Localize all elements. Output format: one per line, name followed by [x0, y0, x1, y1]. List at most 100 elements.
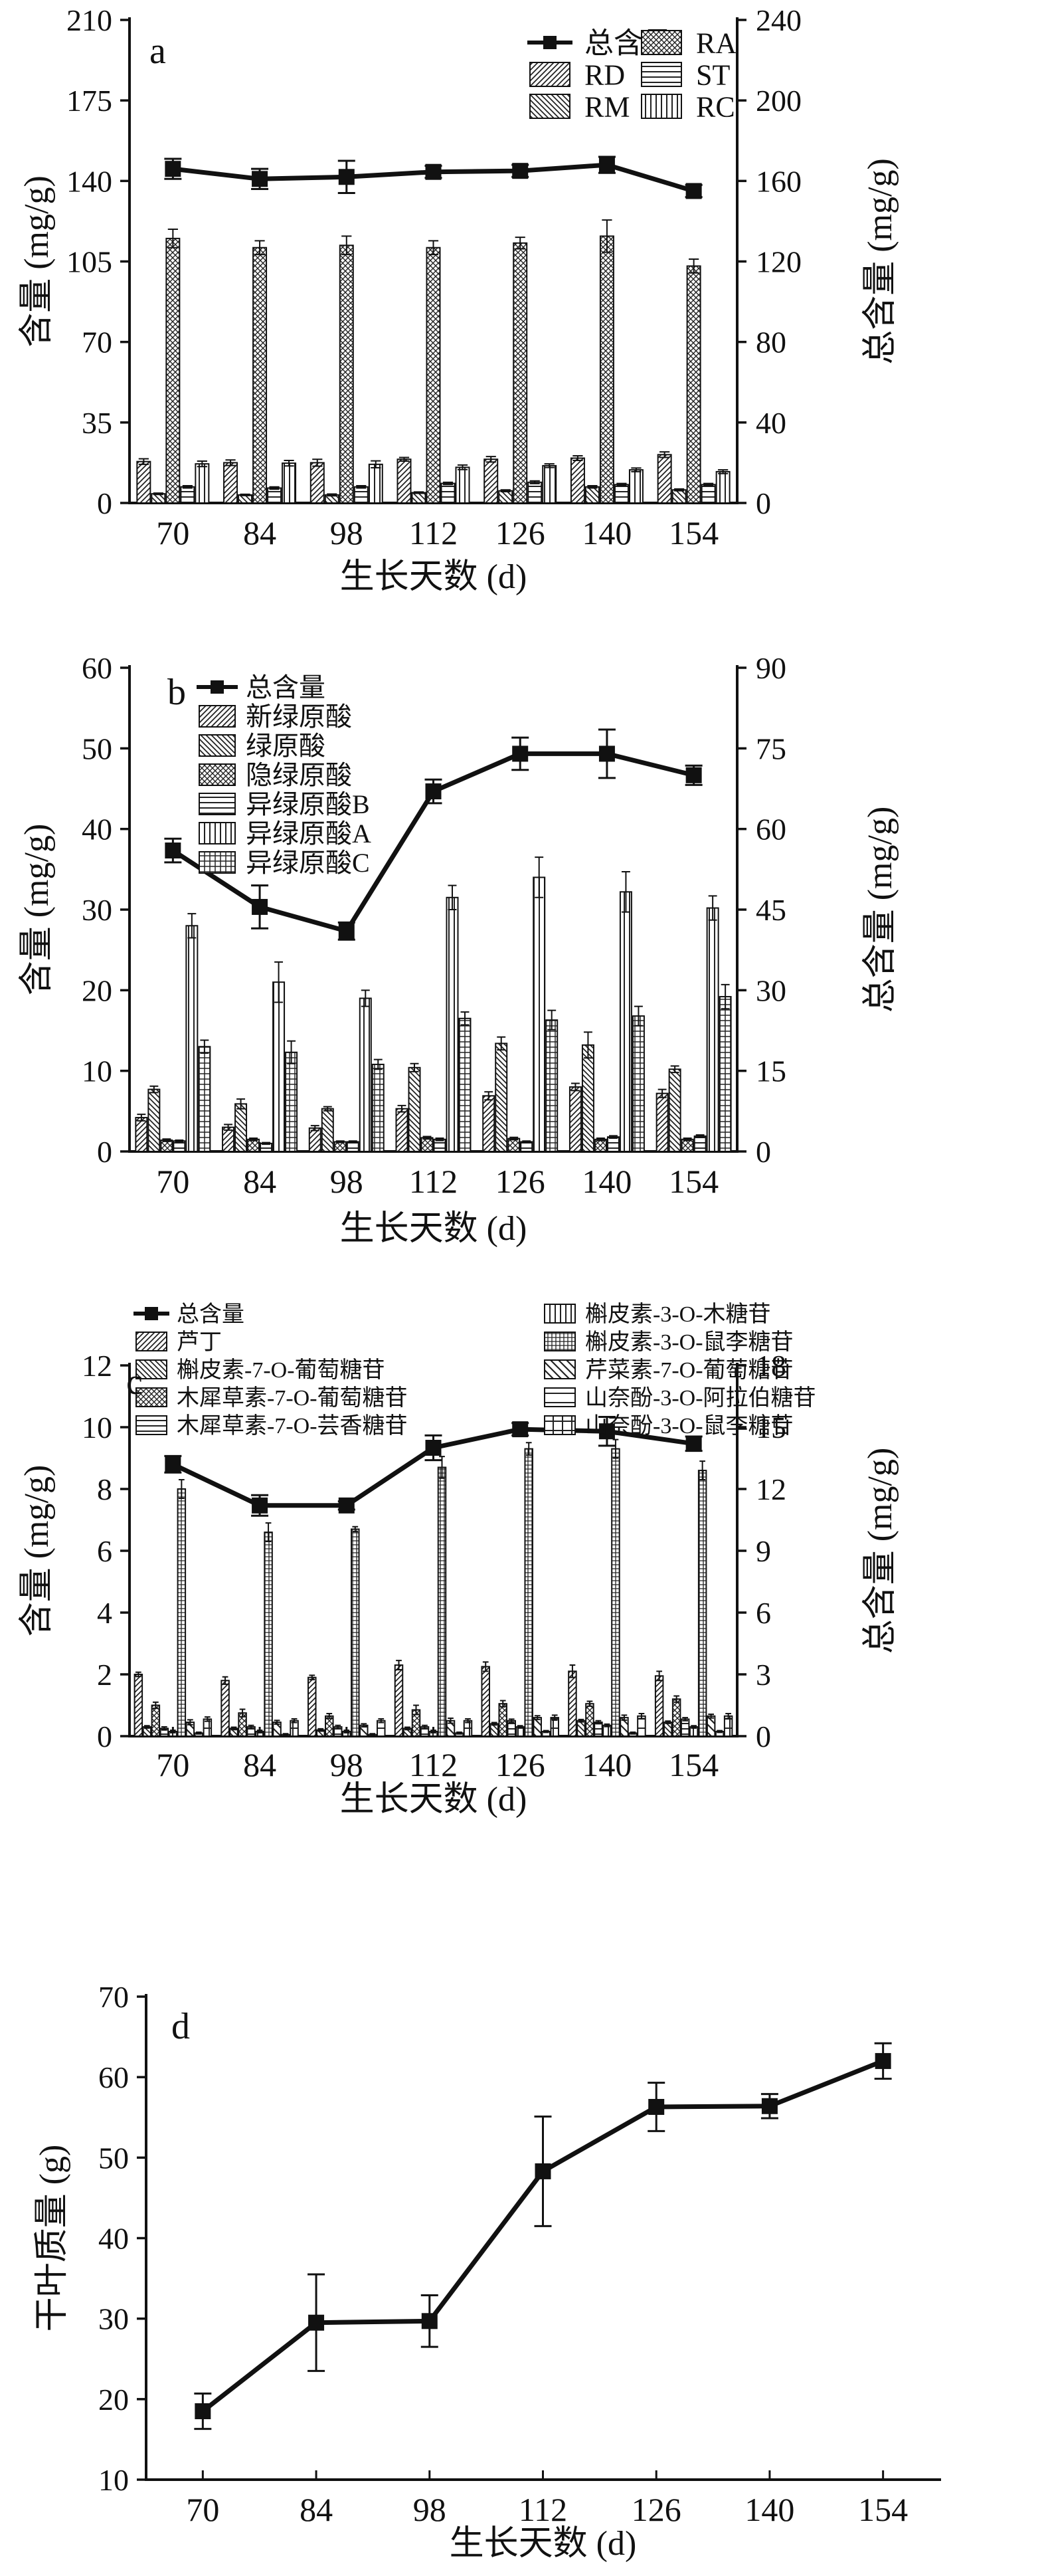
- svg-text:槲皮素-7-O-葡萄糖苷: 槲皮素-7-O-葡萄糖苷: [177, 1357, 385, 1383]
- svg-text:生长天数 (d): 生长天数 (d): [340, 1210, 527, 1248]
- svg-text:45: 45: [756, 893, 786, 927]
- svg-text:槲皮素-3-O-木糖苷: 槲皮素-3-O-木糖苷: [585, 1302, 771, 1327]
- svg-text:8: 8: [97, 1472, 112, 1506]
- svg-text:b: b: [167, 672, 186, 713]
- svg-text:RA: RA: [696, 27, 737, 59]
- svg-text:240: 240: [756, 3, 802, 37]
- svg-text:50: 50: [98, 2141, 129, 2175]
- svg-text:异绿原酸B: 异绿原酸B: [246, 789, 370, 819]
- panel-c-chart: 70 84 98 112 126 140 154 0 2 4 6 8 10 12 0 3 6 9 12 15 18 总含量…: [18, 1302, 899, 1819]
- svg-text:10: 10: [82, 1411, 112, 1444]
- svg-text:10: 10: [98, 2463, 129, 2497]
- svg-text:84: 84: [243, 514, 276, 551]
- svg-text:6: 6: [756, 1596, 771, 1630]
- svg-text:126: 126: [495, 1746, 545, 1783]
- svg-text:0: 0: [756, 1720, 771, 1753]
- svg-text:70: 70: [98, 1980, 129, 2014]
- svg-text:RD: RD: [584, 58, 625, 91]
- svg-text:生长天数 (d): 生长天数 (d): [340, 558, 527, 596]
- svg-text:80: 80: [756, 326, 786, 359]
- svg-text:12: 12: [82, 1349, 112, 1383]
- svg-text:112: 112: [519, 2491, 567, 2528]
- svg-text:175: 175: [66, 84, 112, 118]
- svg-text:160: 160: [756, 164, 802, 198]
- svg-text:0: 0: [97, 1720, 112, 1753]
- svg-text:60: 60: [756, 813, 786, 846]
- svg-text:112: 112: [409, 514, 458, 551]
- svg-text:干叶质量 (g): 干叶质量 (g): [33, 2145, 71, 2332]
- svg-text:含量 (mg/g): 含量 (mg/g): [18, 824, 56, 996]
- svg-text:c: c: [126, 1361, 143, 1403]
- svg-text:a: a: [149, 31, 166, 72]
- svg-text:芦丁: 芦丁: [177, 1330, 222, 1355]
- svg-text:绿原酸: 绿原酸: [246, 731, 325, 761]
- svg-text:10: 10: [82, 1054, 112, 1088]
- svg-text:0: 0: [756, 1135, 771, 1169]
- svg-text:ST: ST: [696, 58, 730, 91]
- svg-text:40: 40: [756, 406, 786, 440]
- svg-text:70: 70: [156, 1746, 189, 1783]
- svg-text:d: d: [171, 2006, 190, 2047]
- svg-text:140: 140: [582, 1746, 632, 1783]
- svg-text:木犀草素-7-O-葡萄糖苷: 木犀草素-7-O-葡萄糖苷: [177, 1385, 408, 1411]
- svg-text:木犀草素-7-O-芸香糖苷: 木犀草素-7-O-芸香糖苷: [177, 1413, 408, 1438]
- svg-text:70: 70: [82, 326, 112, 359]
- svg-text:200: 200: [756, 84, 802, 118]
- svg-text:0: 0: [756, 486, 771, 520]
- svg-text:山奈酚-3-O-阿拉伯糖苷: 山奈酚-3-O-阿拉伯糖苷: [585, 1385, 816, 1411]
- svg-text:异绿原酸C: 异绿原酸C: [246, 848, 370, 878]
- svg-text:154: 154: [858, 2491, 908, 2528]
- svg-text:总含量 (mg/g): 总含量 (mg/g): [861, 807, 899, 1013]
- svg-text:生长天数 (d): 生长天数 (d): [340, 1781, 527, 1819]
- svg-text:112: 112: [409, 1163, 458, 1200]
- svg-text:98: 98: [330, 1746, 363, 1783]
- svg-text:90: 90: [756, 651, 786, 685]
- svg-text:12: 12: [756, 1472, 786, 1506]
- svg-text:总含量: 总含量: [177, 1302, 244, 1327]
- svg-text:112: 112: [409, 1746, 458, 1783]
- svg-text:异绿原酸A: 异绿原酸A: [246, 819, 371, 848]
- svg-text:15: 15: [756, 1411, 786, 1444]
- svg-text:18: 18: [756, 1349, 786, 1383]
- svg-text:RM: RM: [584, 90, 630, 123]
- svg-text:20: 20: [82, 973, 112, 1007]
- svg-text:154: 154: [669, 1746, 719, 1783]
- svg-text:105: 105: [66, 245, 112, 279]
- svg-text:生长天数 (d): 生长天数 (d): [450, 2525, 637, 2563]
- svg-text:20: 20: [98, 2383, 129, 2417]
- svg-text:槲皮素-3-O-鼠李糖苷: 槲皮素-3-O-鼠李糖苷: [585, 1330, 794, 1355]
- svg-text:6: 6: [97, 1534, 112, 1568]
- svg-text:0: 0: [97, 486, 112, 520]
- panel-d-chart: 70 84 98 112 126 140 154 10 20 30 40 50 60 70 d 干叶质量 (g…: [33, 1980, 941, 2563]
- panel-a-chart: 70 84 98 112 126 140 154 0 35 70 105 140 175 210 0 40 80…: [18, 3, 899, 596]
- svg-text:126: 126: [495, 1163, 545, 1200]
- svg-text:50: 50: [82, 732, 112, 765]
- svg-text:98: 98: [330, 514, 363, 551]
- svg-text:总含量: 总含量: [246, 672, 325, 702]
- svg-text:15: 15: [756, 1054, 786, 1088]
- svg-text:70: 70: [156, 1163, 189, 1200]
- svg-text:60: 60: [98, 2060, 129, 2094]
- svg-text:98: 98: [413, 2491, 446, 2528]
- svg-text:70: 70: [186, 2491, 219, 2528]
- svg-text:30: 30: [756, 973, 786, 1007]
- svg-text:9: 9: [756, 1534, 771, 1568]
- svg-text:0: 0: [97, 1135, 112, 1169]
- svg-text:140: 140: [582, 1163, 632, 1200]
- svg-text:40: 40: [82, 813, 112, 846]
- svg-text:3: 3: [756, 1658, 771, 1692]
- svg-text:40: 40: [98, 2222, 129, 2256]
- svg-text:70: 70: [156, 514, 189, 551]
- svg-text:154: 154: [669, 514, 719, 551]
- svg-text:含量 (mg/g): 含量 (mg/g): [18, 175, 56, 347]
- svg-text:98: 98: [330, 1163, 363, 1200]
- svg-text:山奈酚-3-O-鼠李糖苷: 山奈酚-3-O-鼠李糖苷: [585, 1413, 794, 1438]
- svg-text:30: 30: [98, 2302, 129, 2336]
- svg-text:RC: RC: [696, 90, 735, 123]
- svg-text:总含量 (mg/g): 总含量 (mg/g): [861, 1448, 899, 1654]
- svg-text:84: 84: [300, 2491, 333, 2528]
- svg-text:隐绿原酸: 隐绿原酸: [246, 760, 352, 790]
- svg-text:芹菜素-7-O-葡萄糖苷: 芹菜素-7-O-葡萄糖苷: [585, 1357, 794, 1383]
- svg-text:新绿原酸: 新绿原酸: [246, 702, 352, 732]
